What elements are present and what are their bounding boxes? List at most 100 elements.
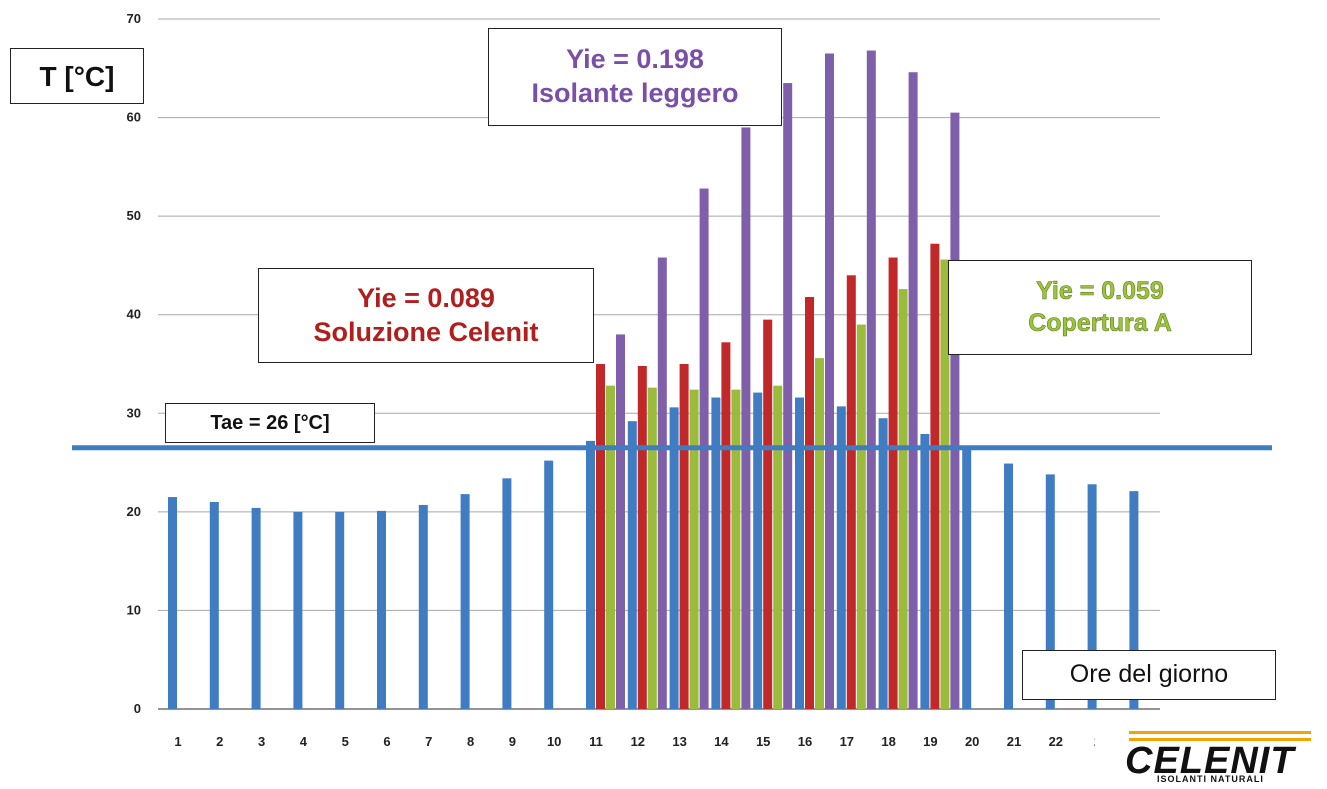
x-tick-label: 14 [714,734,729,749]
bar-purple [825,53,834,709]
x-tick-label: 4 [300,734,308,749]
x-tick-label: 12 [631,734,645,749]
logo-wordmark: CELENIT [1125,740,1295,782]
bar-green [856,324,866,709]
x-tick-label: 9 [509,734,516,749]
bar-blue [251,507,261,709]
annotation-green-line2: Copertura A [1028,308,1172,337]
x-tick-label: 22 [1049,734,1063,749]
logo-accent-bar [1129,731,1311,734]
bar-green [773,385,783,709]
bar-green [940,259,950,709]
bar-red [637,365,647,709]
y-tick-label: 10 [127,602,141,617]
x-tick-label: 16 [798,734,812,749]
x-tick-label: 7 [425,734,432,749]
bar-purple [616,334,625,709]
bar-blue [669,407,679,709]
annotation-isolante-leggero: Yie = 0.198 Isolante leggero [488,28,782,126]
bar-red [679,364,689,709]
bar-blue [1045,474,1055,709]
bar-green [731,389,741,709]
bar-red [930,243,940,709]
bar-green [815,358,824,709]
x-tick-label: 15 [756,734,770,749]
x-axis-label: Ore del giorno [1022,650,1276,700]
bar-blue [878,418,888,709]
y-tick-label: 70 [127,11,141,26]
reference-line-label: Tae = 26 [°C] [165,403,375,443]
x-tick-label: 5 [342,734,349,749]
annotation-purple-line1: Yie = 0.198 [566,44,704,75]
x-tick-label: 3 [258,734,265,749]
bar-blue [1087,484,1097,709]
bar-blue [502,478,512,709]
x-tick-label: 13 [672,734,686,749]
x-tick-label: 21 [1007,734,1021,749]
x-tick-label: 1 [174,734,181,749]
bar-red [596,364,605,709]
bar-blue [711,397,721,709]
x-tick-label: 17 [840,734,854,749]
y-tick-label: 20 [127,504,141,519]
x-tick-labels: 123456789101112131415161718192021222 [174,734,1101,749]
bar-blue [293,511,303,709]
x-tick-label: 18 [881,734,895,749]
bar-red [763,319,773,709]
bar-purple [866,50,876,710]
bar-blue [627,421,637,709]
bar-blue [544,460,554,709]
bar-blue [209,502,219,709]
x-tick-label: 20 [965,734,979,749]
bar-blue [377,510,386,709]
logo-accent-bar [1129,738,1311,741]
bar-blue [586,440,595,709]
reference-line-label-text: Tae = 26 [°C] [210,411,330,434]
bar-red [888,257,898,709]
bar-blue [795,397,804,709]
bar-blue [418,504,428,709]
y-tick-label: 0 [134,701,141,716]
bar-blue [836,406,846,709]
x-tick-label: 8 [467,734,474,749]
bar-red [721,342,731,709]
annotation-copertura-a: Yie = 0.059 Copertura A [948,260,1252,355]
y-tick-label: 50 [127,208,141,223]
y-tick-label: 40 [127,307,141,322]
annotation-soluzione-celenit: Yie = 0.089 Soluzione Celenit [258,268,594,363]
y-tick-label: 60 [127,110,141,125]
annotation-green-line1: Yie = 0.059 [1036,277,1164,306]
x-tick-label: 10 [547,734,561,749]
bar-blue [335,511,345,709]
bar-purple [908,72,918,709]
bar-red [805,296,814,709]
y-axis-label: T [°C] [10,48,144,104]
celenit-logo: CELENIT ISOLANTI NATURALI [1095,728,1327,789]
bar-blue [962,449,972,709]
bar-red [846,275,856,709]
y-tick-labels: 0 10 20 30 40 50 60 70 [127,11,141,716]
bar-purple [783,83,793,710]
bar-purple [950,112,960,709]
x-axis-label-text: Ore del giorno [1069,660,1229,689]
bar-green [689,389,699,709]
bar-purple [657,257,667,709]
bar-blue [460,494,470,709]
x-tick-label: 6 [383,734,390,749]
bar-green [606,385,615,709]
x-tick-label: 19 [923,734,937,749]
x-tick-label: 11 [589,734,603,749]
bar-green [898,289,908,709]
y-axis-label-text: T [°C] [39,60,115,92]
y-tick-label: 30 [127,405,141,420]
bar-blue [753,392,763,709]
bar-green [647,387,657,709]
annotation-red-line1: Yie = 0.089 [357,282,495,313]
bar-purple [741,127,751,709]
x-tick-label: 2 [216,734,223,749]
logo-tagline: ISOLANTI NATURALI [1157,774,1264,784]
bar-blue [168,497,177,709]
bar-blue [1129,491,1139,709]
annotation-red-line2: Soluzione Celenit [313,316,539,347]
